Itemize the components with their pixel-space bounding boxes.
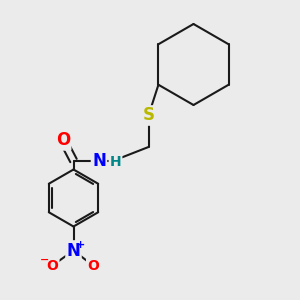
Text: N: N (67, 242, 80, 260)
Text: O: O (46, 259, 58, 272)
Text: +: + (76, 240, 85, 250)
Text: S: S (142, 106, 154, 124)
Text: O: O (56, 131, 70, 149)
Text: −: − (39, 255, 49, 265)
Text: N: N (92, 152, 106, 169)
Text: H: H (110, 155, 121, 169)
Text: O: O (87, 259, 99, 272)
